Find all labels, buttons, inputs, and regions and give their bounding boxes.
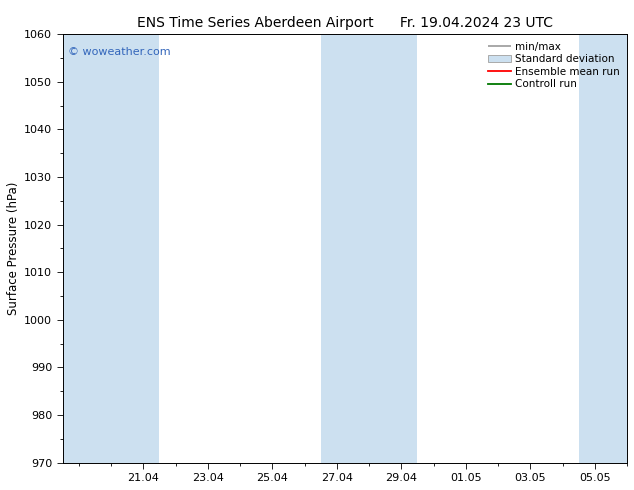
Bar — [579, 34, 627, 463]
Y-axis label: Surface Pressure (hPa): Surface Pressure (hPa) — [7, 182, 20, 315]
Legend: min/max, Standard deviation, Ensemble mean run, Controll run: min/max, Standard deviation, Ensemble me… — [486, 40, 622, 92]
Text: © woweather.com: © woweather.com — [68, 47, 171, 57]
Title: ENS Time Series Aberdeen Airport      Fr. 19.04.2024 23 UTC: ENS Time Series Aberdeen Airport Fr. 19.… — [137, 16, 553, 30]
Bar — [321, 34, 417, 463]
Bar — [63, 34, 159, 463]
